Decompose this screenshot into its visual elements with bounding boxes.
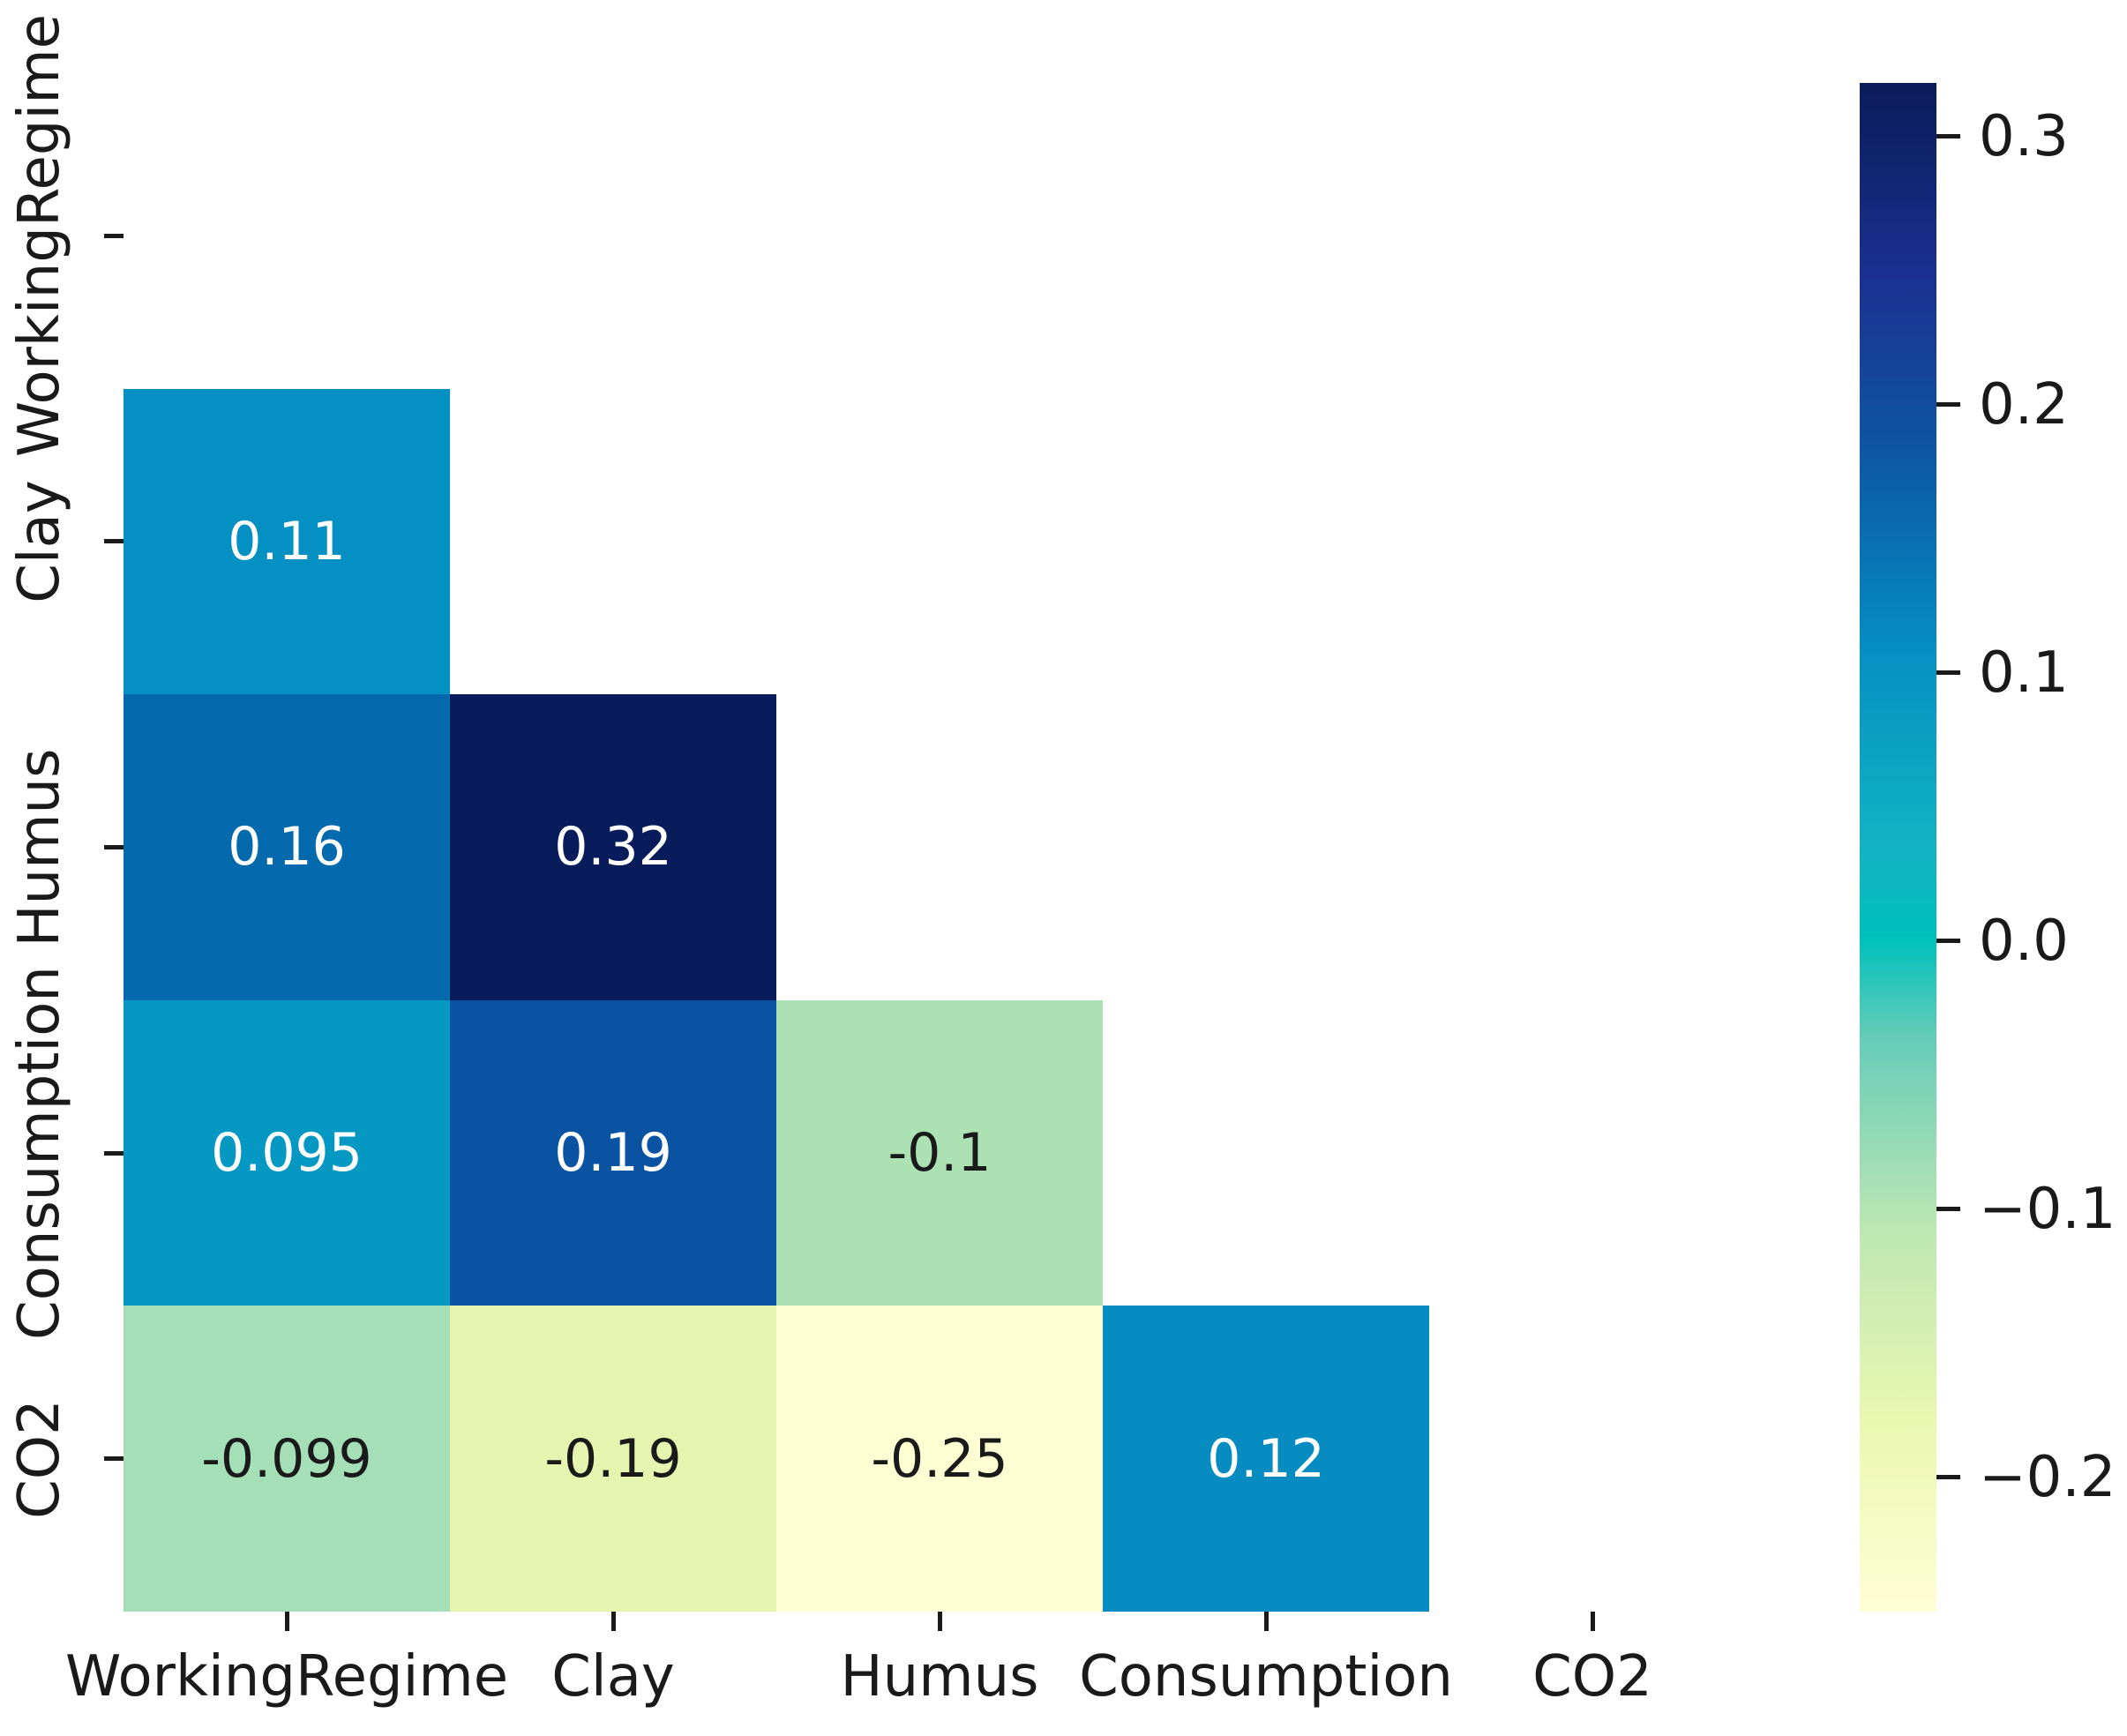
colorbar-tick	[1936, 670, 1960, 676]
colorbar-tick-label: −0.1	[1979, 1176, 2116, 1242]
x-tick-label: WorkingRegime	[64, 1644, 509, 1710]
x-axis-tick	[610, 1612, 616, 1631]
heatmap-cell: 0.11	[124, 388, 450, 695]
y-tick-label: CO2	[6, 1398, 72, 1519]
cell-value: -0.25	[871, 1427, 1008, 1490]
colorbar-tick-label: 0.3	[1979, 103, 2069, 169]
heatmap-plot: 0.11 0.16 0.32 0.095 0.19 -0.1 -0.099 -0.19 -0.2…	[124, 83, 1756, 1612]
cell-value: -0.1	[887, 1122, 992, 1185]
cell-value: 0.16	[228, 816, 346, 879]
cell-value: 0.12	[1207, 1427, 1325, 1490]
colorbar-tick-label: 0.1	[1979, 640, 2069, 706]
y-tick-label: Clay	[6, 480, 72, 603]
colorbar-tick	[1936, 1475, 1960, 1480]
heatmap-cell: 0.19	[450, 999, 776, 1306]
x-tick-label: CO2	[1532, 1644, 1652, 1710]
colorbar-tick	[1936, 939, 1960, 944]
colorbar	[1860, 83, 1936, 1612]
y-tick-label: Consumption	[6, 966, 72, 1341]
colorbar-tick	[1936, 134, 1960, 139]
cell-value: 0.095	[211, 1122, 363, 1185]
cell-value: 0.32	[554, 816, 672, 879]
cell-value: 0.19	[554, 1122, 672, 1185]
heatmap-cell: -0.099	[124, 1306, 450, 1612]
heatmap-cell: 0.12	[1103, 1306, 1429, 1612]
y-tick-label: WorkingRegime	[6, 14, 72, 458]
heatmap-cell: 0.16	[124, 694, 450, 1000]
y-axis-tick	[104, 233, 124, 238]
y-axis-tick	[104, 1150, 124, 1156]
colorbar-tick	[1936, 1207, 1960, 1212]
cell-value: -0.099	[201, 1427, 372, 1490]
heatmap-cell: 0.095	[124, 999, 450, 1306]
heatmap-cell: -0.19	[450, 1306, 776, 1612]
y-axis-tick	[104, 1456, 124, 1462]
colorbar-tick-label: 0.2	[1979, 371, 2069, 438]
x-tick-label: Clay	[551, 1644, 675, 1710]
colorbar-tick-label: −0.2	[1979, 1444, 2116, 1510]
x-axis-tick	[284, 1612, 289, 1631]
y-axis-tick	[104, 845, 124, 849]
x-tick-label: Humus	[840, 1644, 1039, 1710]
colorbar-tick	[1936, 402, 1960, 408]
cell-value: 0.11	[228, 510, 346, 572]
y-axis-tick	[104, 539, 124, 544]
cell-value: -0.19	[544, 1427, 682, 1490]
heatmap-cell: 0.32	[450, 694, 776, 1000]
x-axis-tick	[1590, 1612, 1595, 1631]
heatmap-cell: -0.1	[776, 999, 1103, 1306]
x-axis-tick	[937, 1612, 942, 1631]
x-axis-tick	[1263, 1612, 1269, 1631]
colorbar-tick-label: 0.0	[1979, 908, 2069, 974]
y-tick-label: Humus	[6, 748, 72, 947]
heatmap-cell: -0.25	[776, 1306, 1103, 1612]
x-tick-label: Consumption	[1079, 1644, 1453, 1710]
